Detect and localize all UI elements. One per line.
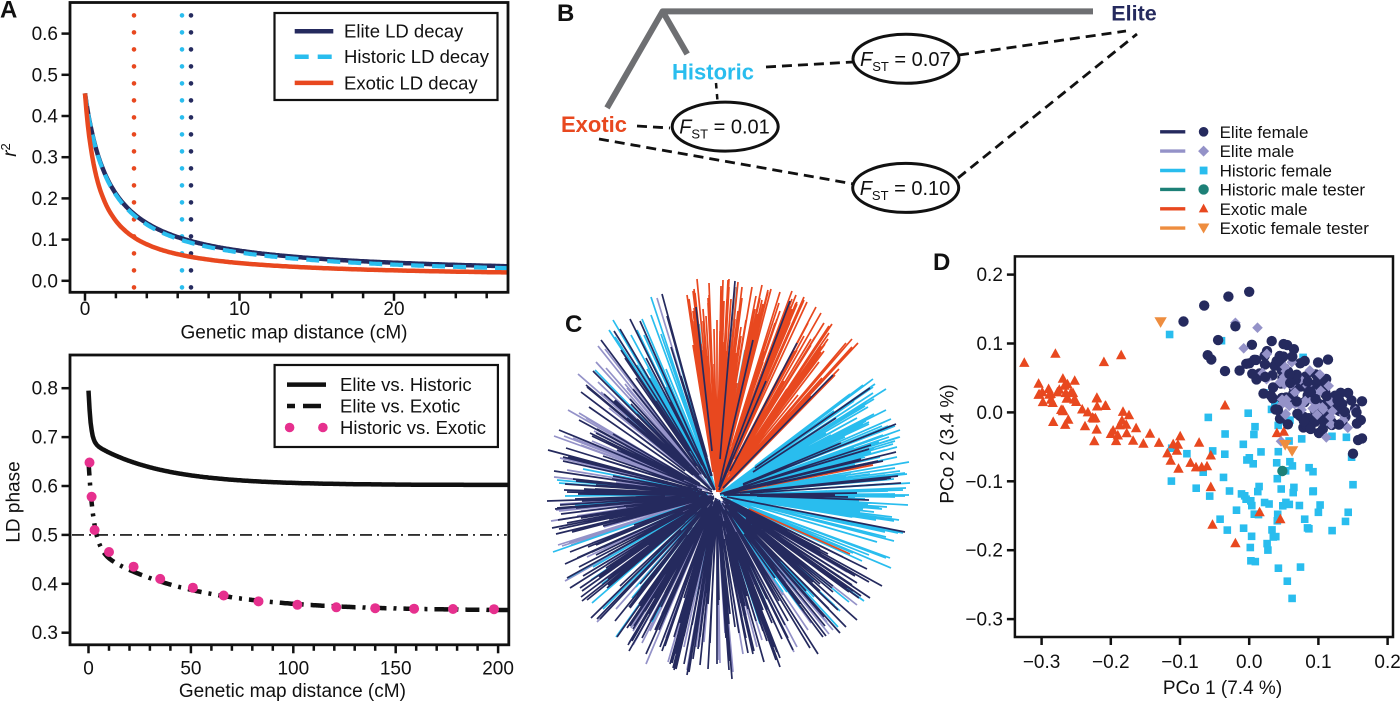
svg-text:Exotic LD decay: Exotic LD decay (344, 72, 478, 93)
svg-text:Exotic female tester: Exotic female tester (1220, 219, 1370, 238)
svg-text:Elite vs. Historic: Elite vs. Historic (340, 374, 472, 395)
svg-text:0.8: 0.8 (32, 379, 58, 400)
svg-text:Exotic: Exotic (561, 112, 627, 137)
svg-text:100: 100 (277, 658, 309, 679)
svg-text:−0.2: −0.2 (1092, 652, 1130, 673)
svg-text:−0.1: −0.1 (1161, 652, 1199, 673)
svg-text:FST = 0.07: FST = 0.07 (860, 49, 951, 74)
svg-text:0.7: 0.7 (32, 428, 58, 449)
svg-text:0: 0 (83, 658, 94, 679)
svg-text:0.0: 0.0 (1236, 652, 1262, 673)
svg-text:0.3: 0.3 (32, 148, 58, 169)
svg-text:Elite: Elite (1111, 2, 1156, 26)
svg-text:0.2: 0.2 (976, 265, 1002, 286)
svg-text:LD phase: LD phase (4, 461, 25, 542)
svg-text:10: 10 (229, 299, 250, 320)
svg-text:Historic male tester: Historic male tester (1220, 180, 1366, 199)
svg-text:Elite LD decay: Elite LD decay (344, 21, 464, 42)
svg-text:Genetic map distance (cM): Genetic map distance (cM) (180, 322, 407, 343)
svg-text:0.4: 0.4 (32, 107, 59, 128)
svg-text:0.5: 0.5 (32, 65, 58, 86)
svg-text:0.6: 0.6 (32, 477, 58, 498)
svg-text:0.0: 0.0 (976, 403, 1002, 424)
svg-text:C: C (565, 311, 582, 338)
svg-text:20: 20 (383, 299, 404, 320)
svg-text:Elite female: Elite female (1220, 123, 1309, 142)
svg-text:0.6: 0.6 (32, 24, 58, 45)
svg-text:Historic LD decay: Historic LD decay (344, 46, 490, 67)
svg-text:0: 0 (80, 299, 91, 320)
svg-text:0.5: 0.5 (32, 525, 58, 546)
svg-text:B: B (557, 0, 574, 27)
svg-text:200: 200 (482, 658, 514, 679)
svg-text:0.2: 0.2 (1374, 652, 1400, 673)
svg-text:Exotic male: Exotic male (1220, 200, 1308, 219)
svg-text:FST = 0.01: FST = 0.01 (679, 117, 770, 142)
svg-text:50: 50 (180, 658, 201, 679)
svg-text:FST = 0.10: FST = 0.10 (860, 178, 951, 203)
svg-text:−0.2: −0.2 (965, 541, 1003, 562)
svg-text:PCo 2 (3.4 %): PCo 2 (3.4 %) (938, 384, 959, 503)
svg-text:Elite vs. Exotic: Elite vs. Exotic (340, 396, 460, 417)
svg-text:150: 150 (380, 658, 412, 679)
svg-text:0.4: 0.4 (32, 574, 59, 595)
svg-text:0.1: 0.1 (976, 334, 1002, 355)
svg-text:0.0: 0.0 (32, 271, 58, 292)
svg-text:Historic: Historic (672, 60, 754, 85)
svg-text:PCo 1 (7.4 %): PCo 1 (7.4 %) (1163, 678, 1282, 699)
svg-text:−0.3: −0.3 (965, 610, 1003, 631)
svg-text:D: D (933, 249, 950, 276)
svg-text:0.1: 0.1 (1305, 652, 1331, 673)
svg-text:0.3: 0.3 (32, 623, 58, 644)
svg-text:0.2: 0.2 (32, 189, 58, 210)
svg-text:0.1: 0.1 (32, 230, 58, 251)
svg-text:Genetic map distance (cM): Genetic map distance (cM) (179, 681, 406, 702)
svg-text:r2: r2 (0, 143, 21, 157)
svg-text:−0.1: −0.1 (965, 472, 1003, 493)
svg-text:Elite male: Elite male (1220, 142, 1295, 161)
svg-text:A: A (0, 0, 17, 24)
svg-text:Historic female: Historic female (1220, 162, 1332, 181)
svg-text:−0.3: −0.3 (1023, 652, 1061, 673)
svg-text:Historic vs. Exotic: Historic vs. Exotic (340, 417, 486, 438)
